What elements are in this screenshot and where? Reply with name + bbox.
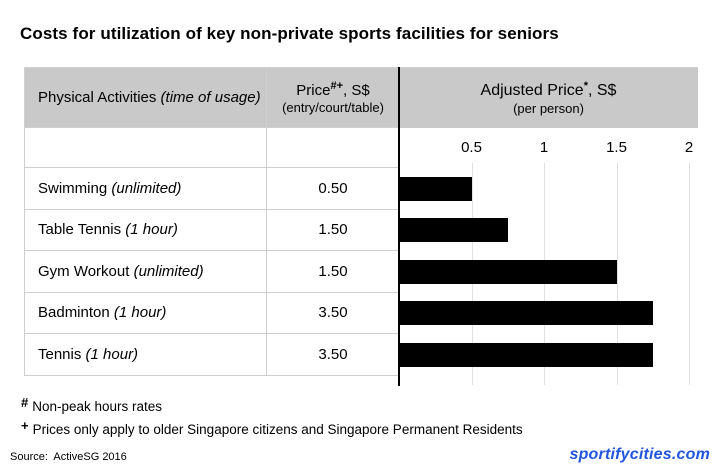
bar-cell bbox=[399, 210, 698, 252]
table-row: Table Tennis (1 hour) 1.50 bbox=[24, 209, 698, 252]
source-label: Source: ActiveSG 2016 bbox=[10, 451, 127, 463]
price-value: 1.50 bbox=[318, 262, 348, 280]
price-value: 3.50 bbox=[318, 304, 348, 322]
header-cell-price: Price#+, S$ (entry/court/table) bbox=[266, 67, 399, 128]
watermark-link[interactable]: sportifycities.com bbox=[569, 446, 710, 463]
adjusted-price-bar bbox=[399, 259, 617, 284]
price-value: 3.50 bbox=[318, 345, 348, 363]
activity-usage: (1 hour) bbox=[85, 345, 139, 363]
bar-cell bbox=[399, 168, 698, 210]
footnote-eligibility: + Prices only apply to older Singapore ci… bbox=[21, 418, 523, 437]
footnote-marker-hash: # bbox=[21, 395, 29, 410]
activity-cell: Badminton (1 hour) bbox=[24, 292, 266, 334]
adjusted-price-footnote-marker: * bbox=[583, 80, 588, 92]
activities-header-label: Physical Activities (time of usage) bbox=[38, 89, 261, 106]
adjusted-price-bar bbox=[399, 301, 653, 326]
table-row: Gym Workout (unlimited) 1.50 bbox=[24, 251, 698, 293]
activity-label: Swimming (unlimited) bbox=[38, 180, 181, 197]
activity-cell: Gym Workout (unlimited) bbox=[24, 251, 266, 293]
header-cell-adjusted-price: Adjusted Price*, S$ (per person) bbox=[399, 67, 698, 128]
table-row: Swimming (unlimited) 0.50 bbox=[24, 168, 698, 210]
footnote-text: Non-peak hours rates bbox=[32, 399, 163, 414]
data-table: Physical Activities (time of usage) Pric… bbox=[24, 67, 698, 376]
adjusted-price-header-label: Adjusted Price*, S$ bbox=[480, 80, 617, 99]
activity-label: Tennis (1 hour) bbox=[38, 346, 138, 363]
price-header-label: Price#+, S$ bbox=[296, 80, 370, 99]
table-body: Swimming (unlimited) 0.50 Table Tennis (… bbox=[24, 168, 698, 376]
activity-label: Table Tennis (1 hour) bbox=[38, 221, 178, 238]
activity-usage: (1 hour) bbox=[125, 221, 178, 239]
footnote-marker-plus: + bbox=[21, 418, 29, 433]
activity-name: Badminton bbox=[38, 304, 110, 322]
activity-cell: Table Tennis (1 hour) bbox=[24, 209, 266, 251]
bar-cell bbox=[399, 334, 698, 376]
price-cell: 1.50 bbox=[266, 251, 399, 293]
footnote-nonpeak: # Non-peak hours rates bbox=[21, 395, 162, 414]
page-title: Costs for utilization of key non-private… bbox=[20, 24, 559, 43]
adjusted-price-header-unit: (per person) bbox=[513, 101, 584, 116]
adjusted-price-bar bbox=[399, 218, 508, 243]
activity-label: Gym Workout (unlimited) bbox=[38, 263, 204, 280]
activity-name: Swimming bbox=[38, 179, 108, 197]
axis-label-row bbox=[24, 128, 698, 168]
table-row: Tennis (1 hour) 3.50 bbox=[24, 334, 698, 376]
bar-cell bbox=[399, 251, 698, 293]
price-footnote-marker: #+ bbox=[330, 80, 344, 92]
activity-name: Tennis bbox=[38, 345, 82, 363]
activity-usage: (1 hour) bbox=[113, 304, 167, 322]
header-cell-activities: Physical Activities (time of usage) bbox=[24, 67, 266, 128]
activity-cell: Tennis (1 hour) bbox=[24, 334, 266, 376]
price-cell: 1.50 bbox=[266, 209, 399, 251]
price-cell: 3.50 bbox=[266, 334, 399, 376]
price-value: 0.50 bbox=[318, 179, 348, 197]
y-axis-line bbox=[398, 67, 400, 386]
table-row: Badminton (1 hour) 3.50 bbox=[24, 292, 698, 335]
activity-usage: (unlimited) bbox=[133, 262, 204, 280]
activity-cell: Swimming (unlimited) bbox=[24, 168, 266, 210]
adjusted-price-bar bbox=[399, 342, 653, 367]
activity-usage: (unlimited) bbox=[111, 179, 182, 197]
price-header-unit: (entry/court/table) bbox=[282, 100, 384, 115]
price-cell: 3.50 bbox=[266, 292, 399, 334]
bar-cell bbox=[399, 293, 698, 335]
header-row: Physical Activities (time of usage) Pric… bbox=[24, 67, 698, 128]
price-cell: 0.50 bbox=[266, 168, 399, 210]
activity-name: Gym Workout bbox=[38, 262, 130, 280]
activity-name: Table Tennis bbox=[38, 221, 122, 239]
adjusted-price-bar bbox=[399, 176, 472, 201]
price-value: 1.50 bbox=[318, 221, 348, 239]
activity-label: Badminton (1 hour) bbox=[38, 304, 166, 321]
footnote-text: Prices only apply to older Singapore cit… bbox=[32, 422, 523, 437]
